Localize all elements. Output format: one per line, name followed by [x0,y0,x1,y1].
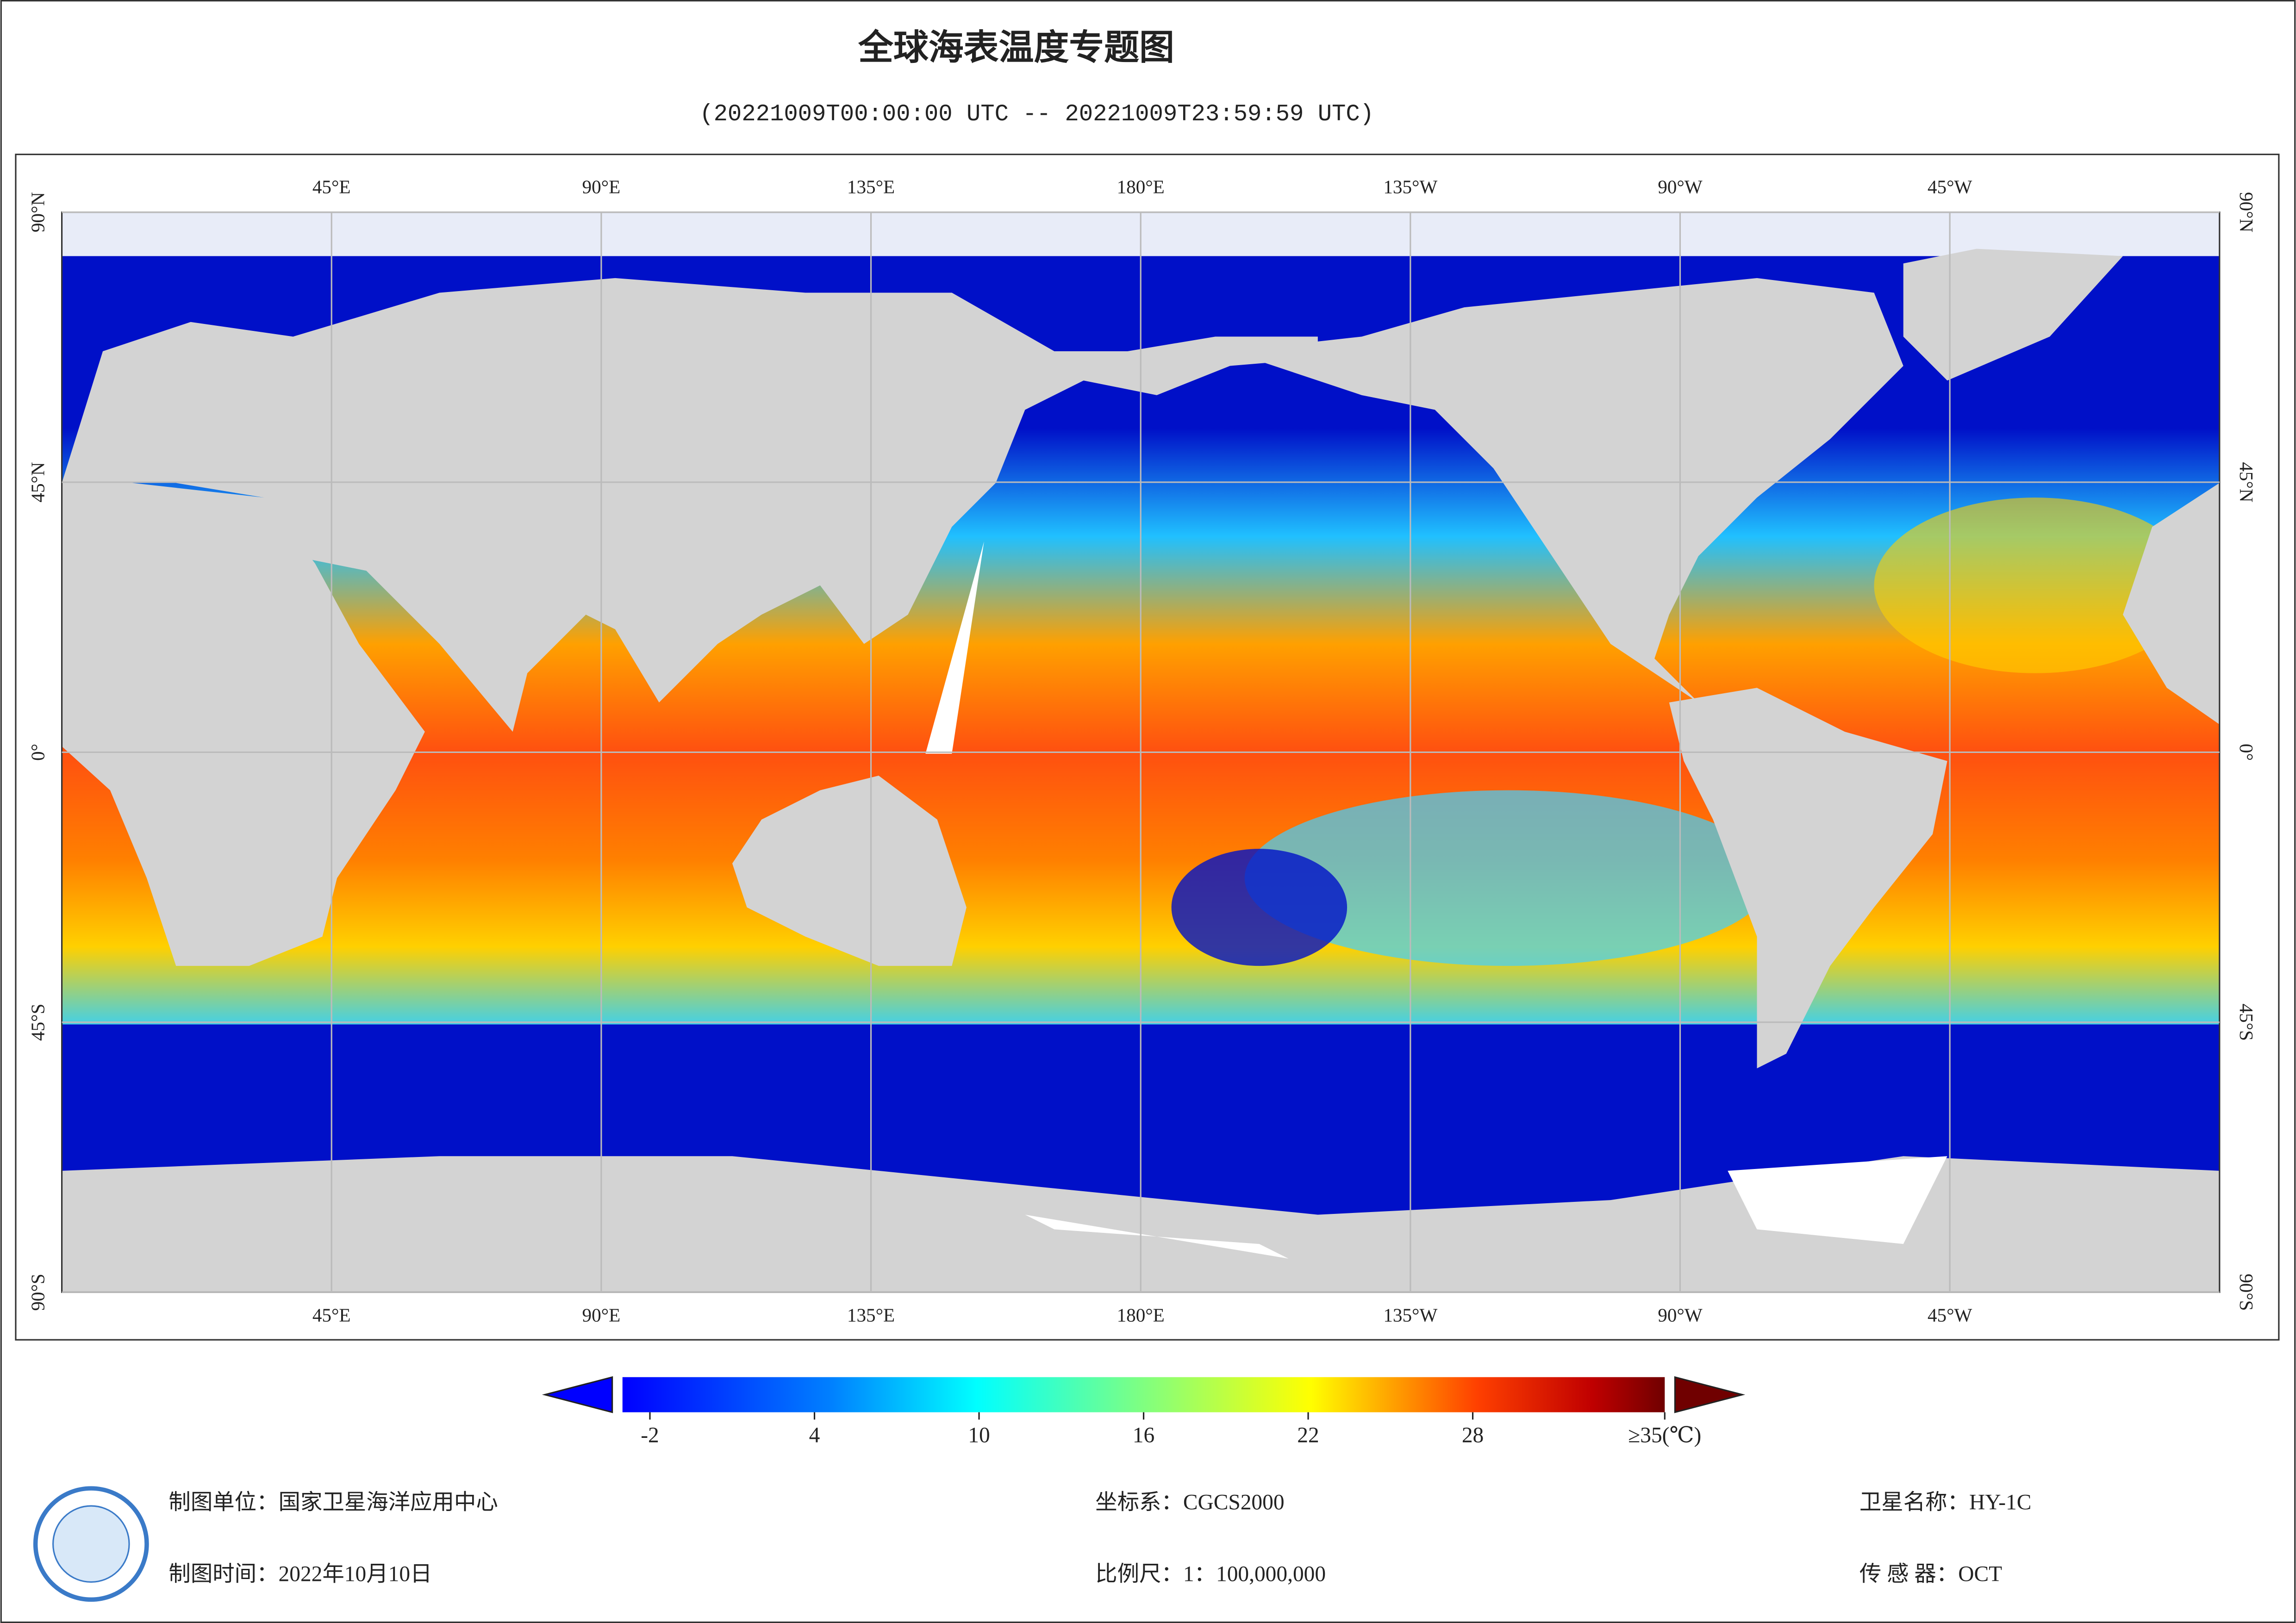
ice-shelf [1025,1156,1947,1259]
cool-patch [1171,849,1348,966]
lat-label-left: 45°N [27,462,49,502]
colorbar-tick-label: 4 [809,1423,820,1447]
lon-label-bottom: 135°W [1383,1305,1437,1326]
footer-unit: 制图单位：国家卫星海洋应用中心 [168,1491,498,1515]
colorbar-high-arrow [1674,1376,1746,1413]
lon-label-bottom: 90°W [1658,1305,1703,1326]
footer-crs: 坐标系：CGCS2000 [1095,1491,1284,1515]
footer-satellite: 卫星名称：HY-1C [1859,1491,2031,1515]
lat-label-left: 45°S [27,1004,49,1041]
lon-label-bottom: 135°E [847,1305,895,1326]
colorbar-tick-label: 28 [1462,1423,1484,1447]
lat-label-left: 0° [27,744,49,761]
cool-patch [1244,790,1772,966]
lat-label-right: 45°N [2236,462,2257,502]
footer-sensor: 传 感 器：OCT [1859,1562,2002,1586]
lon-label-top: 180°E [1117,176,1165,197]
title: 全球海表温度专题图 [858,27,1174,68]
lon-label-top: 135°E [847,176,895,197]
footer-time: 制图时间：2022年10月10日 [168,1562,432,1586]
colorbar-low-arrow [542,1376,613,1413]
lon-label-top: 135°W [1383,176,1437,197]
lat-label-left: 90°S [27,1274,49,1311]
colorbar [622,1377,1665,1412]
lon-label-bottom: 45°E [312,1305,351,1326]
footer-scale: 比例尺：1：100,000,000 [1095,1562,1326,1586]
lat-label-right: 90°N [2236,192,2257,232]
colorbar-tick-label: 10 [968,1423,990,1447]
colorbar-tick-label: ≥35(℃) [1628,1423,1701,1447]
lon-label-top: 90°E [582,176,621,197]
lon-label-bottom: 45°W [1928,1305,1972,1326]
lon-label-top: 45°W [1928,176,1972,197]
subtitle: (20221009T00:00:00 UTC -- 20221009T23:59… [699,101,1374,128]
warm-patch [1874,497,2196,673]
lon-label-bottom: 180°E [1117,1305,1165,1326]
lon-label-top: 90°W [1658,176,1703,197]
lat-label-right: 0° [2236,744,2257,761]
colorbar-tick-label: 22 [1297,1423,1319,1447]
colorbar-tick-label: -2 [641,1423,659,1447]
lat-label-right: 45°S [2236,1004,2257,1041]
lon-label-top: 45°E [312,176,351,197]
lon-label-bottom: 90°E [582,1305,621,1326]
lat-label-right: 90°S [2236,1274,2257,1311]
lat-label-left: 90°N [27,192,49,232]
colorbar-tick-label: 16 [1133,1423,1154,1447]
logo-inner [52,1505,130,1583]
